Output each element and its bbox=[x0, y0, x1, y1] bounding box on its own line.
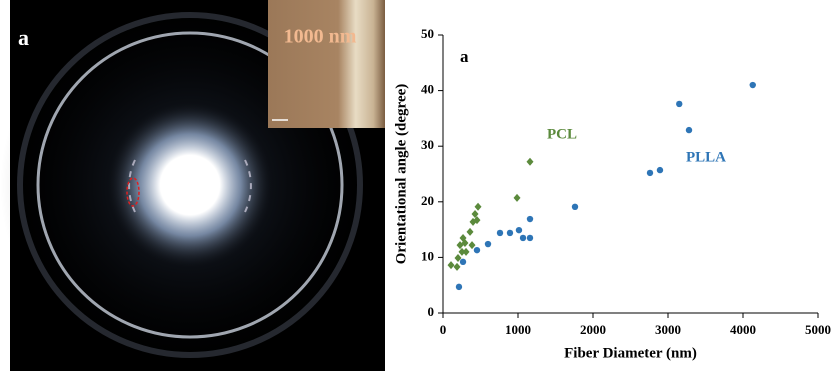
point bbox=[453, 262, 461, 271]
point bbox=[519, 234, 527, 242]
y-tick-label: 20 bbox=[421, 193, 434, 208]
point bbox=[462, 247, 470, 256]
panel-label: a bbox=[18, 25, 29, 50]
point bbox=[459, 233, 467, 242]
inset-label: 1000 nm bbox=[284, 26, 357, 48]
point bbox=[526, 234, 534, 242]
y-tick-label: 40 bbox=[421, 82, 434, 97]
point bbox=[468, 241, 476, 250]
panel-label: a bbox=[460, 47, 469, 66]
point bbox=[515, 226, 523, 234]
x-tick-label: 2000 bbox=[580, 322, 606, 337]
x-tick-label: 0 bbox=[440, 322, 447, 337]
annotation: PLLA bbox=[686, 149, 726, 165]
y-tick-label: 50 bbox=[421, 26, 434, 41]
point bbox=[455, 283, 463, 291]
point bbox=[473, 216, 481, 225]
point bbox=[454, 253, 462, 262]
point bbox=[749, 81, 756, 89]
point bbox=[656, 166, 664, 174]
point bbox=[473, 246, 481, 254]
point bbox=[459, 258, 467, 266]
y-axis-label: Orientational angle (degree) bbox=[393, 84, 409, 265]
point bbox=[466, 227, 474, 236]
point bbox=[676, 100, 683, 108]
x-tick-label: 3000 bbox=[655, 322, 681, 337]
x-tick-label: 1000 bbox=[505, 322, 531, 337]
point bbox=[474, 202, 482, 211]
y-tick-label: 30 bbox=[421, 137, 434, 152]
point bbox=[458, 247, 466, 256]
point bbox=[685, 126, 693, 134]
point bbox=[513, 193, 521, 202]
y-tick-label: 10 bbox=[421, 248, 434, 263]
point bbox=[646, 169, 654, 177]
annotation: PCL bbox=[547, 126, 577, 142]
point bbox=[447, 261, 455, 270]
point bbox=[571, 203, 579, 211]
point bbox=[526, 215, 534, 223]
point bbox=[526, 157, 534, 166]
x-axis-label: Fiber Diameter (nm) bbox=[564, 345, 697, 361]
point bbox=[484, 240, 492, 248]
point bbox=[496, 229, 504, 237]
x-tick-label: 4000 bbox=[730, 322, 756, 337]
diffraction-image: a 1000 nm bbox=[0, 0, 385, 371]
point bbox=[471, 210, 479, 219]
y-tick-label: 0 bbox=[428, 304, 435, 319]
point bbox=[506, 229, 514, 237]
x-tick-label: 5000 bbox=[805, 322, 831, 337]
